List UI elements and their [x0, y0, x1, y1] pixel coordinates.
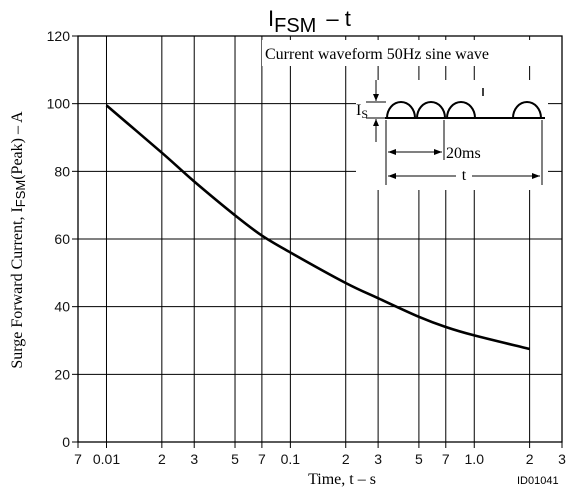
x-tick-label: 5: [231, 451, 239, 467]
x-tick-label: 2: [342, 451, 350, 467]
y-tick-label: 100: [47, 96, 71, 112]
inset-background: [356, 80, 548, 190]
x-tick-label: 3: [558, 451, 566, 467]
inset-caption-background: [262, 40, 560, 66]
duration-arrowhead-right: [532, 173, 540, 179]
y-tick-label: 20: [54, 366, 70, 382]
sine-pulse-4: [512, 101, 542, 119]
x-axis-label: Time, t – s: [308, 471, 376, 488]
x-tick-label: 5: [415, 451, 423, 467]
x-tick-label: 7: [442, 451, 450, 467]
x-tick-labels: 7 0.01 2 3 5 7 0.1 2 3 5 7 1.0 2 3: [74, 451, 566, 467]
y-axis-label: Surge Forward Current, IFSM(Peak) – A: [9, 111, 28, 369]
period-arrowhead-left: [388, 149, 396, 155]
series-line: [105, 104, 530, 351]
y-tick-label: 120: [47, 28, 71, 44]
y-tick-labels: 0 20 40 60 80 100 120: [47, 28, 71, 450]
sine-pulse-1: [386, 101, 416, 119]
y-tick-label: 40: [54, 299, 70, 315]
x-tick-label: 7: [74, 451, 82, 467]
x-tick-label: 2: [526, 451, 534, 467]
duration-label-bg: [456, 164, 472, 184]
chart-title: IFSM – t: [268, 6, 351, 37]
x-tick-label: 3: [374, 451, 382, 467]
x-tick-label: 3: [190, 451, 198, 467]
x-tick-label: 1.0: [465, 451, 485, 467]
waveform-inset: Current waveform 50Hz sine wave IS 20ms: [262, 40, 560, 190]
figure-id: ID01041: [517, 475, 559, 487]
duration-arrowhead-left: [388, 173, 396, 179]
x-tick-label: 7: [258, 451, 266, 467]
amplitude-arrowhead-top: [373, 94, 379, 101]
inset-caption: Current waveform 50Hz sine wave: [265, 46, 489, 63]
amplitude-arrowhead-bottom: [373, 119, 379, 126]
y-tick-label: 0: [62, 434, 70, 450]
x-tick-label: 0.01: [93, 451, 120, 467]
duration-label: t: [462, 167, 467, 184]
x-tick-label: 0.1: [281, 451, 301, 467]
y-tick-label: 80: [54, 163, 70, 179]
sine-pulse-3: [446, 101, 476, 119]
period-arrowhead-right: [434, 149, 442, 155]
period-label: 20ms: [446, 145, 481, 162]
x-tick-label: 2: [158, 451, 166, 467]
y-tick-label: 60: [54, 231, 70, 247]
amplitude-label: IS: [356, 102, 368, 121]
sine-pulse-2: [416, 101, 446, 119]
